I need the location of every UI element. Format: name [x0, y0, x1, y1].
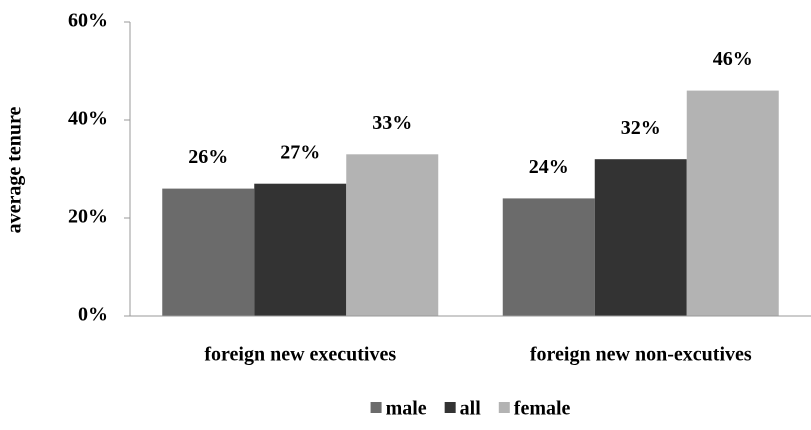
y-axis-label: average tenure	[4, 106, 26, 233]
legend-swatch	[444, 402, 456, 413]
value-label: 24%	[529, 156, 569, 178]
legend-label: female	[514, 398, 571, 420]
y-tick-label: 0%	[78, 304, 108, 326]
legend-swatch	[498, 402, 510, 413]
legend-label: all	[460, 398, 482, 420]
y-tick-label: 40%	[68, 108, 108, 130]
bar	[502, 198, 595, 316]
value-label: 27%	[280, 141, 320, 163]
bar	[346, 154, 439, 316]
value-label: 46%	[713, 48, 753, 70]
bar	[162, 188, 255, 316]
y-tick-label: 60%	[68, 10, 108, 32]
bar	[686, 90, 779, 316]
bar	[594, 159, 687, 316]
x-tick-label: foreign new executives	[204, 344, 396, 366]
value-label: 33%	[372, 112, 412, 134]
value-label: 32%	[621, 117, 661, 139]
y-tick-label: 20%	[68, 206, 108, 228]
bar	[254, 183, 347, 316]
legend-label: male	[386, 398, 427, 420]
value-label: 26%	[188, 146, 228, 168]
x-tick-label: foreign new non-excutives	[530, 344, 752, 366]
legend-swatch	[370, 402, 382, 413]
